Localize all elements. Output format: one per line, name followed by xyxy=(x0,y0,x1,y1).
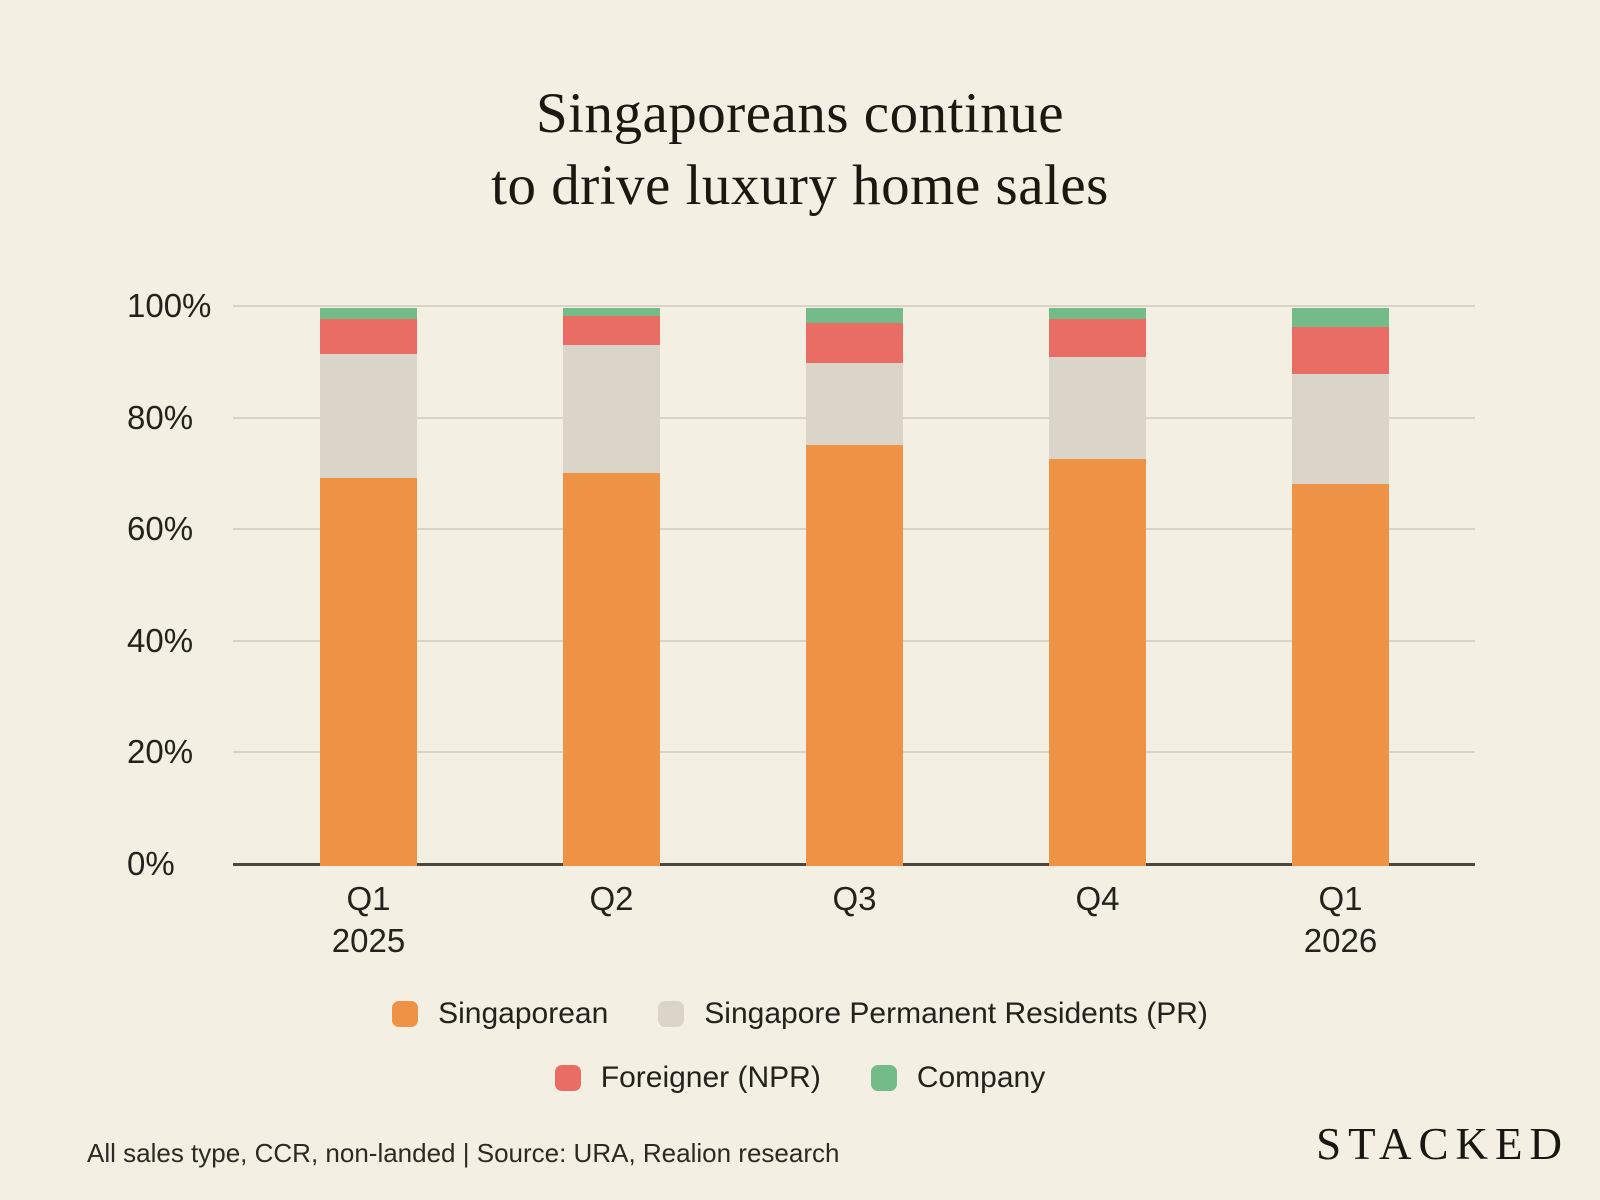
y-axis-tick-label-40: 40% xyxy=(127,621,194,659)
bar-segment-singaporean-4 xyxy=(1049,458,1146,866)
legend-label-foreigner: Foreigner (NPR) xyxy=(600,1061,821,1094)
legend-label-company: Company xyxy=(916,1061,1046,1094)
bar-segment-foreigner-2 xyxy=(563,316,660,345)
bar-segment-singapore-2 xyxy=(563,344,660,474)
legend-item-singaporean: Singaporean xyxy=(392,996,608,1032)
plot-area xyxy=(233,305,1475,866)
chart-title: Singaporeans continue to drive luxury ho… xyxy=(0,78,1600,222)
x-axis-tick-label-2: Q2 xyxy=(532,878,692,920)
bar-segment-singapore-4 xyxy=(1049,357,1146,459)
bar-segment-singapore-5 xyxy=(1292,374,1389,484)
x-tick-quarter: Q2 xyxy=(589,880,634,917)
legend-item-company: Company xyxy=(870,1060,1046,1096)
stacked-bar-q4-2025 xyxy=(1049,308,1146,866)
stacked-bar-q3-2025 xyxy=(806,308,903,866)
bar-segment-singaporean-5 xyxy=(1292,483,1389,866)
y-axis-tick-label-0: 0% xyxy=(127,845,175,882)
bar-segment-company-4 xyxy=(1049,308,1146,320)
bar-segment-company-1 xyxy=(320,308,417,320)
bar-segment-singapore-1 xyxy=(320,353,417,479)
legend-label-pr: Singapore Permanent Residents (PR) xyxy=(704,997,1208,1030)
x-axis-tick-label-4: Q4 xyxy=(1018,878,1178,920)
foreigner-swatch-icon xyxy=(554,1065,581,1091)
x-tick-quarter: Q1 xyxy=(1318,880,1363,917)
company-swatch-icon xyxy=(870,1065,897,1091)
x-axis-tick-label-3: Q3 xyxy=(775,878,935,920)
x-axis-tick-label-1: Q1 2025 xyxy=(289,878,449,962)
source-note: All sales type, CCR, non-landed | Source… xyxy=(87,1138,840,1168)
bar-segment-foreigner-3 xyxy=(806,323,903,364)
x-tick-quarter: Q1 xyxy=(346,880,391,917)
chart-title-line1: Singaporeans continue xyxy=(535,82,1065,145)
y-axis-tick-label-60: 60% xyxy=(127,510,194,548)
bar-segment-foreigner-5 xyxy=(1292,327,1389,375)
legend-item-pr: Singapore Permanent Residents (PR) xyxy=(658,996,1208,1032)
stacked-logo: STACKED xyxy=(1316,1119,1569,1169)
stacked-bar-q2-2025 xyxy=(563,308,660,866)
x-tick-year: 2025 xyxy=(331,922,406,959)
legend-label-singaporean: Singaporean xyxy=(438,997,609,1030)
y-axis-tick-label-100: 100% xyxy=(127,287,212,324)
chart-title-line2: to drive luxury home sales xyxy=(491,154,1109,217)
stacked-bar-q1-2026 xyxy=(1292,308,1389,866)
gridline-100 xyxy=(233,305,1475,307)
bar-segment-company-5 xyxy=(1292,308,1389,327)
x-axis-tick-label-5: Q1 2026 xyxy=(1261,878,1421,962)
x-tick-quarter: Q4 xyxy=(1075,880,1120,917)
bar-segment-company-3 xyxy=(806,308,903,324)
y-axis-tick-label-20: 20% xyxy=(127,733,194,771)
y-axis-tick-label-80: 80% xyxy=(127,398,194,436)
bar-segment-foreigner-4 xyxy=(1049,319,1146,358)
bar-segment-singaporean-2 xyxy=(563,473,660,866)
bar-segment-singaporean-3 xyxy=(806,444,903,866)
x-tick-year: 2026 xyxy=(1303,922,1378,959)
legend-row-2: Foreigner (NPR) Company xyxy=(0,1060,1600,1096)
stacked-bar-q1-2025 xyxy=(320,308,417,866)
bar-segment-singaporean-1 xyxy=(320,478,417,866)
bar-segment-singapore-3 xyxy=(806,363,903,445)
legend-row-1: Singaporean Singapore Permanent Resident… xyxy=(0,996,1600,1032)
bar-segment-company-2 xyxy=(563,308,660,317)
bar-segment-foreigner-1 xyxy=(320,319,417,354)
legend-item-foreigner: Foreigner (NPR) xyxy=(554,1060,821,1096)
x-tick-quarter: Q3 xyxy=(832,880,877,917)
pr-swatch-icon xyxy=(658,1001,685,1027)
singaporean-swatch-icon xyxy=(392,1001,419,1027)
